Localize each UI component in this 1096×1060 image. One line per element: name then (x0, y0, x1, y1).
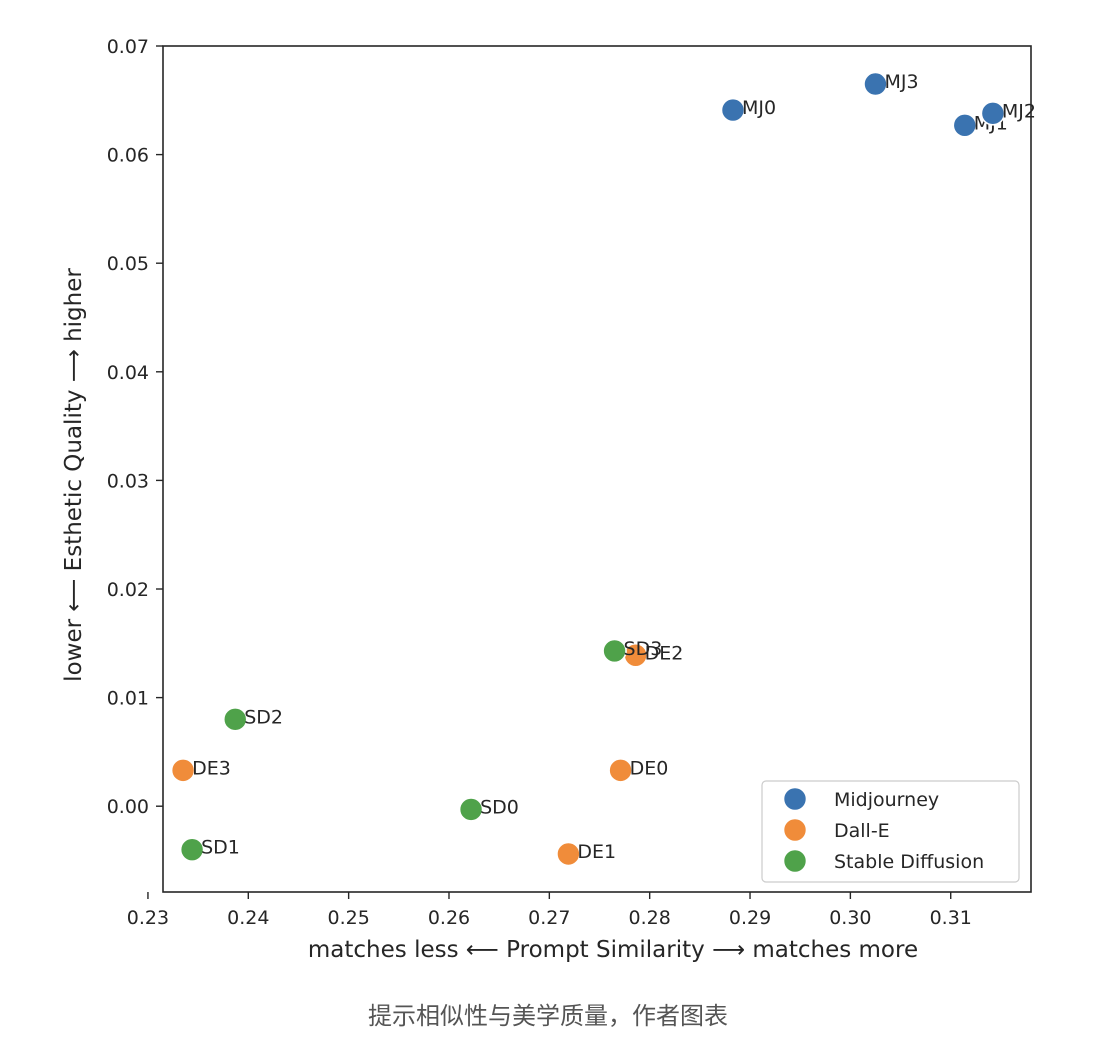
point-label: DE0 (630, 757, 669, 779)
point-label: SD0 (480, 796, 519, 818)
data-point (602, 638, 627, 664)
plot-area-frame (162, 45, 1032, 893)
data-point (608, 758, 633, 783)
x-tick-label: 0.27 (528, 907, 570, 929)
point-label: DE1 (577, 841, 616, 863)
data-point (556, 841, 581, 867)
y-tick-label: 0.06 (107, 145, 149, 167)
data-point (222, 707, 248, 732)
x-tick-label: 0.29 (729, 907, 771, 929)
point-label: DE2 (645, 642, 684, 664)
data-point (863, 71, 888, 97)
x-tick-label: 0.24 (227, 907, 269, 929)
y-tick-label: 0.05 (107, 253, 149, 275)
legend-box (761, 780, 1020, 883)
data-point (980, 101, 1006, 126)
data-point (458, 797, 484, 822)
legend-label: Dall-E (834, 820, 890, 842)
y-tick-label: 0.03 (107, 470, 149, 492)
legend-label: Stable Diffusion (834, 851, 984, 873)
data-point (720, 97, 746, 123)
y-tick-label: 0.00 (107, 796, 149, 818)
point-label: SD3 (624, 638, 663, 660)
figure-caption: 提示相似性与美学质量，作者图表 (368, 1002, 728, 1030)
data-point (179, 837, 205, 862)
x-axis-label: matches less ⟵ Prompt Similarity ⟶ match… (308, 937, 918, 963)
y-tick-label: 0.02 (107, 579, 149, 601)
y-axis-label: lower ⟵ Esthetic Quality ⟶ higher (61, 268, 87, 682)
x-tick-label: 0.26 (428, 907, 470, 929)
scatter-chart: 0.23 0.24 0.25 0.26 0.27 0.28 0.29 0.30 0.31 0.00… (61, 36, 1036, 963)
point-label: DE3 (192, 757, 231, 779)
data-point (170, 758, 196, 783)
point-label: SD1 (201, 837, 240, 859)
data-point (952, 112, 978, 138)
legend-label: Midjourney (834, 789, 939, 811)
legend-marker (782, 848, 808, 874)
x-tick-label: 0.31 (930, 907, 972, 929)
y-tick-label: 0.01 (107, 688, 149, 710)
point-label: MJ0 (742, 97, 776, 119)
point-label: SD2 (244, 706, 283, 728)
x-tick-label: 0.28 (629, 907, 671, 929)
y-tick-label: 0.07 (107, 36, 149, 58)
point-label: MJ3 (884, 71, 918, 93)
x-tick-label: 0.25 (327, 907, 369, 929)
x-tick-label: 0.23 (127, 907, 169, 929)
legend-marker (782, 817, 808, 843)
y-tick-label: 0.04 (107, 362, 149, 384)
point-label: MJ2 (1002, 100, 1036, 122)
x-tick-label: 0.30 (829, 907, 871, 929)
legend-marker (782, 786, 808, 812)
